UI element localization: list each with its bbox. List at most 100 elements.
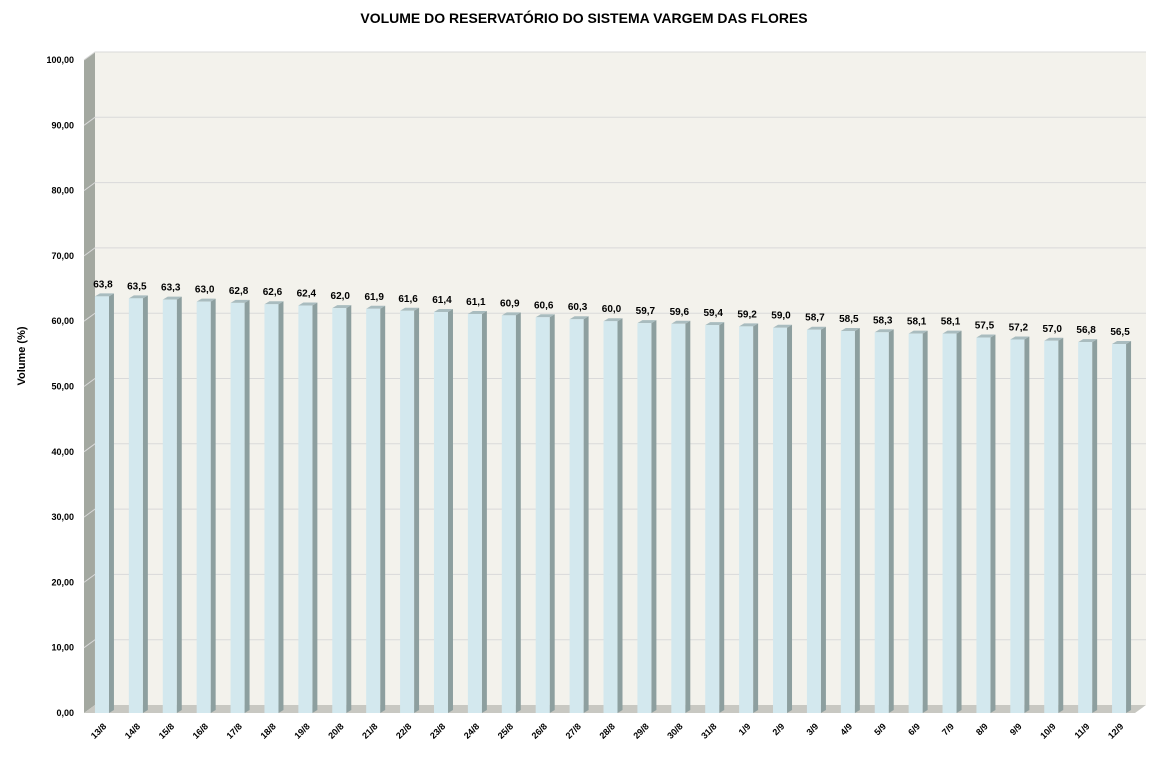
x-tick-label: 16/8 [191, 721, 210, 740]
x-tick-label: 19/8 [292, 721, 311, 740]
x-tick-label: 13/8 [89, 721, 108, 740]
bar-side [956, 330, 962, 713]
data-label: 60,0 [602, 304, 622, 315]
bar-top [162, 296, 182, 300]
bar [94, 296, 109, 713]
bar-side [346, 305, 352, 713]
x-tick-label: 29/8 [631, 721, 650, 740]
bar [196, 301, 211, 713]
data-label: 62,4 [297, 289, 317, 300]
y-tick-label: 20,00 [51, 577, 74, 587]
bar [128, 298, 143, 713]
bar [705, 325, 720, 713]
gridline [83, 182, 1146, 192]
x-tick-label: 12/9 [1106, 721, 1125, 740]
x-tick-label: 31/8 [699, 721, 718, 740]
gridline [83, 116, 1146, 126]
bar-top [569, 316, 589, 320]
bar-side [583, 316, 589, 713]
x-tick-label: 1/9 [737, 721, 753, 737]
y-tick-label: 80,00 [51, 186, 74, 196]
bar-top [806, 326, 826, 330]
bar [739, 326, 754, 713]
bar-side [108, 293, 114, 713]
bar-side [719, 322, 725, 713]
bar-side [176, 296, 182, 713]
data-label: 58,7 [805, 313, 825, 324]
bar [1078, 342, 1093, 713]
x-tick-label: 24/8 [462, 721, 481, 740]
bar [535, 317, 550, 713]
x-tick-label: 30/8 [665, 721, 684, 740]
bar [908, 333, 923, 713]
bar [1010, 339, 1025, 713]
bar-top [94, 293, 114, 297]
bar-side [685, 320, 691, 713]
bar-side [651, 320, 657, 713]
bar-top [366, 305, 386, 309]
bar-top [535, 314, 555, 318]
x-tick-label: 25/8 [496, 721, 515, 740]
data-label: 61,1 [466, 297, 486, 308]
bar [264, 304, 279, 713]
y-tick-label: 50,00 [51, 382, 74, 392]
x-tick-label: 28/8 [597, 721, 616, 740]
data-label: 60,6 [534, 300, 554, 311]
x-tick-label: 5/9 [872, 721, 888, 737]
bar [840, 330, 855, 713]
x-tick-label: 22/8 [394, 721, 413, 740]
bar-side [787, 324, 793, 713]
bar-top [603, 318, 623, 322]
data-label: 59,0 [771, 311, 791, 322]
data-label: 61,9 [364, 292, 384, 303]
x-tick-label: 18/8 [258, 721, 277, 740]
y-axis-ticks: 0,00 10,00 20,00 30,00 40,00 50,00 60,00 70,00 8… [46, 55, 74, 718]
x-tick-label: 7/9 [940, 721, 956, 737]
data-label: 57,5 [975, 321, 995, 332]
bar [1112, 344, 1127, 713]
bar-side [142, 295, 148, 713]
x-tick-label: 21/8 [360, 721, 379, 740]
bar [976, 337, 991, 713]
bar [637, 323, 652, 713]
bar-top [332, 305, 352, 309]
y-tick-label: 0,00 [56, 708, 74, 718]
bar-top [908, 330, 928, 334]
data-label: 62,0 [331, 291, 351, 302]
bar [366, 308, 381, 713]
data-label: 57,0 [1043, 324, 1063, 335]
bar-top [942, 330, 962, 334]
data-label: 61,4 [432, 295, 452, 306]
x-tick-label: 6/9 [906, 721, 922, 737]
y-tick-label: 70,00 [51, 251, 74, 261]
bar-top [467, 311, 487, 315]
data-label: 59,6 [670, 307, 690, 318]
x-tick-label: 8/9 [974, 721, 990, 737]
x-tick-label: 17/8 [225, 721, 244, 740]
data-label: 59,4 [703, 308, 723, 319]
chart-title: VOLUME DO RESERVATÓRIO DO SISTEMA VARGEM… [360, 10, 808, 26]
bar-top [1078, 339, 1098, 343]
bar-top [874, 329, 894, 333]
x-axis-ticks: 13/8 14/8 15/8 16/8 17/8 18/8 19/8 20/8 21/8 22/8… [89, 721, 1126, 740]
bar-top [196, 298, 216, 302]
bar [433, 312, 448, 713]
bar-top [1044, 337, 1064, 341]
bar [671, 323, 686, 713]
bar-top [840, 327, 860, 331]
gridline [83, 247, 1146, 257]
bar-side [447, 309, 453, 713]
data-label: 60,9 [500, 298, 520, 309]
bar [332, 308, 347, 713]
bar-top [400, 307, 420, 311]
bar [1044, 340, 1059, 713]
bar-top [739, 323, 759, 327]
bar-side [312, 302, 318, 713]
x-tick-label: 9/9 [1008, 721, 1024, 737]
data-label: 56,8 [1076, 325, 1096, 336]
bar-side [854, 327, 860, 713]
data-label: 63,3 [161, 283, 181, 294]
bar [162, 299, 177, 713]
